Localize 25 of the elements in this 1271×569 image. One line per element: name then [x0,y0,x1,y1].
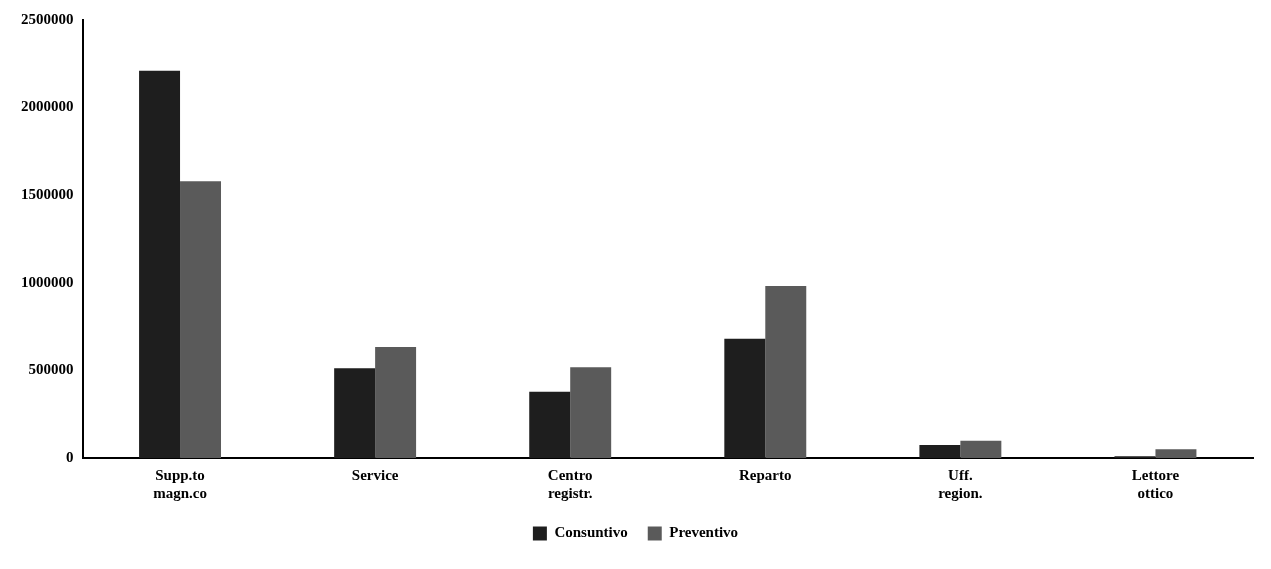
bar [570,367,612,458]
legend-label: Consuntivo [554,524,628,541]
bar [765,285,807,458]
bar [180,181,222,458]
bar [334,368,376,458]
y-tick-label: 1000000 [21,273,74,290]
x-tick-label: Lettore ottico [1131,466,1180,501]
y-tick-label: 1500000 [21,186,74,203]
y-tick-label: 2500000 [21,10,74,27]
legend-label: Preventivo [669,524,739,541]
x-tick-label: Uff. region. [938,466,983,501]
x-tick-label: Supp.to magn.co [153,466,207,501]
bar [139,70,181,458]
bar [1155,449,1197,458]
bar [919,445,961,458]
x-tick-label: Centro registr. [547,466,593,501]
bar [960,440,1002,458]
y-tick-label: 0 [66,448,74,465]
y-tick-label: 2000000 [21,98,74,115]
y-tick-label: 500000 [28,361,74,378]
x-tick-label: Service [351,466,399,483]
bar [724,338,766,458]
bar [529,391,571,458]
bar [375,346,417,458]
x-tick-label: Reparto [739,466,792,483]
